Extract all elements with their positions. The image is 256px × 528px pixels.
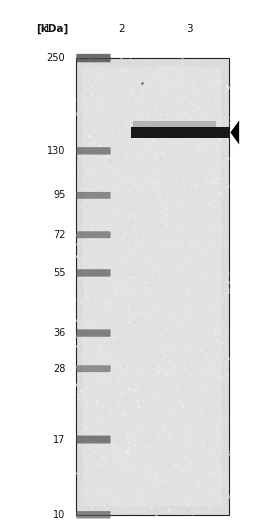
Text: 250: 250 (47, 53, 65, 63)
Text: 28: 28 (53, 364, 65, 374)
Text: 2: 2 (118, 24, 125, 34)
Text: 10: 10 (53, 510, 65, 520)
Text: 17: 17 (53, 435, 65, 445)
Polygon shape (230, 120, 239, 145)
FancyBboxPatch shape (76, 269, 111, 277)
Bar (83, 67, 221, 506)
FancyBboxPatch shape (76, 231, 111, 238)
Text: 36: 36 (53, 328, 65, 338)
FancyBboxPatch shape (76, 147, 111, 155)
Text: 95: 95 (53, 191, 65, 200)
FancyBboxPatch shape (76, 54, 111, 62)
Bar (76, 58, 229, 515)
Text: 55: 55 (53, 268, 65, 278)
Text: 72: 72 (53, 230, 65, 240)
Bar (131, 127, 229, 138)
Text: 130: 130 (47, 146, 65, 156)
Text: 1: 1 (44, 24, 51, 34)
Text: [kDa]: [kDa] (36, 24, 69, 34)
Bar (133, 121, 217, 129)
FancyBboxPatch shape (76, 329, 111, 337)
FancyBboxPatch shape (76, 511, 111, 518)
Text: 3: 3 (186, 24, 193, 34)
FancyBboxPatch shape (76, 436, 111, 444)
FancyBboxPatch shape (76, 365, 111, 372)
FancyBboxPatch shape (76, 192, 111, 199)
